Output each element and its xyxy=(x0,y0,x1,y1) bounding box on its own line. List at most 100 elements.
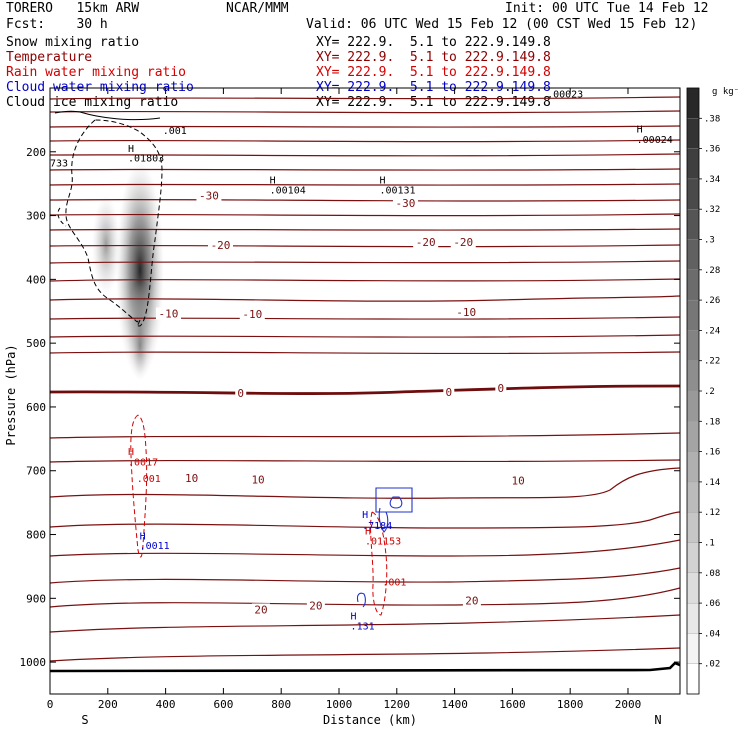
isotherm xyxy=(50,511,680,529)
temperature-label: 10 xyxy=(185,472,198,485)
maximum-label: .00024 xyxy=(637,135,673,146)
isotherm xyxy=(50,539,680,557)
temperature-label-bg xyxy=(413,236,439,249)
colorbar-swatch xyxy=(686,390,700,422)
colorbar-label: .16 xyxy=(704,448,720,458)
temperature-label-bg xyxy=(450,236,476,249)
maximum-label: H xyxy=(362,510,368,521)
valid-time: Valid: 06 UTC Wed 15 Feb 12 (00 CST Wed … xyxy=(306,17,698,32)
y-tick-label: 300 xyxy=(26,210,46,223)
temperature-label-bg xyxy=(155,307,181,320)
x-tick-label: 1000 xyxy=(326,698,353,711)
colorbar-swatch xyxy=(686,542,700,573)
south-end-label: S xyxy=(81,713,88,727)
isotherm xyxy=(50,467,680,499)
temperature-label: -20 xyxy=(416,236,436,249)
colorbar-label: .3 xyxy=(704,236,715,246)
maximum-label: .7184 xyxy=(362,521,392,532)
isotherm xyxy=(50,244,680,248)
isotherm-zero xyxy=(50,384,680,395)
y-tick-label: 800 xyxy=(26,529,46,542)
colorbar-swatch xyxy=(686,178,700,210)
temperature-label-bg xyxy=(453,306,479,319)
isotherm xyxy=(50,228,680,231)
colorbar-unit: g kg⁻¹ xyxy=(712,87,740,97)
colorbar: .02 .04 .06 .08 .1 .12 .14 .16 .18 .2 .22 .24 .26 .28… xyxy=(686,87,720,695)
colorbar-label: .22 xyxy=(704,357,720,367)
x-tick-label: 800 xyxy=(271,698,291,711)
temperature-label: -30 xyxy=(199,189,219,202)
y-tick-label: 700 xyxy=(26,465,46,478)
temperature-label: -10 xyxy=(159,307,179,320)
cloud-water-contour-box xyxy=(375,487,413,513)
colorbar-swatch xyxy=(686,572,700,604)
colorbar-label: .14 xyxy=(704,478,720,488)
maximum-label: 733 xyxy=(50,158,68,169)
isotherm xyxy=(50,316,680,320)
maximum-label: .001 xyxy=(382,578,406,589)
model-title: TORERO 15km ARW xyxy=(6,1,140,16)
cloud-water-contour-tail xyxy=(378,507,389,533)
snow-contour-upper xyxy=(65,119,141,323)
isotherm xyxy=(50,183,680,186)
maximum-label: .00131 xyxy=(379,185,415,196)
maximum-label: H xyxy=(351,611,357,622)
temperature-label-bg xyxy=(462,594,481,607)
isotherm xyxy=(50,647,680,662)
maximum-label: H xyxy=(140,532,146,543)
maximum-label: .01803 xyxy=(128,153,164,164)
temperature-label: 0 xyxy=(445,386,452,399)
y-tick-label: 500 xyxy=(26,337,46,350)
temperature-label-bg xyxy=(495,382,507,395)
temperature-label-bg xyxy=(306,599,325,612)
x-tick-label: 200 xyxy=(98,698,118,711)
legend-temperature-xy: XY= 222.9. 5.1 to 222.9.149.8 xyxy=(316,50,551,65)
isotherm xyxy=(50,587,680,608)
temperature-label-bg xyxy=(196,189,222,202)
maxima-labels: H.01803H.00104H.00131H.00024.001.0002373… xyxy=(50,90,673,633)
temperature-label: 20 xyxy=(465,595,478,608)
legend-temperature-label: Temperature xyxy=(6,50,93,65)
temperature-label: -20 xyxy=(453,236,473,249)
colorbar-label: .02 xyxy=(704,660,720,670)
plot-frame xyxy=(49,87,681,695)
temperature-label-bg xyxy=(182,472,201,485)
colorbar-label: .28 xyxy=(704,266,720,276)
colorbar-swatch xyxy=(686,421,700,452)
colorbar-swatch xyxy=(686,239,700,270)
colorbar-label: .32 xyxy=(704,205,720,215)
colorbar-swatch xyxy=(686,360,700,392)
isotherm xyxy=(50,295,680,302)
forecast-hour: Fcst: 30 h xyxy=(6,17,108,32)
x-tick-label: 1400 xyxy=(441,698,468,711)
cloud-water-contour-inner xyxy=(389,496,403,509)
temperature-label: 20 xyxy=(309,600,322,613)
x-tick-label: 0 xyxy=(47,698,54,711)
temperature-label-bg xyxy=(235,387,247,400)
colorbar-swatch xyxy=(686,663,700,695)
colorbar-swatch xyxy=(686,148,700,180)
snow-shade-lower xyxy=(132,315,148,375)
colorbar-label: .38 xyxy=(704,114,720,124)
x-tick-label: 400 xyxy=(156,698,176,711)
isotherm xyxy=(50,432,680,439)
colorbar-swatch xyxy=(686,209,700,240)
isotherm xyxy=(50,567,680,584)
isotherm xyxy=(50,614,680,633)
temperature-label-bg xyxy=(208,239,234,252)
x-tick-label: 1800 xyxy=(557,698,584,711)
colorbar-label: .1 xyxy=(704,539,715,549)
colorbar-label: .24 xyxy=(704,326,720,336)
y-tick-label: 600 xyxy=(26,401,46,414)
isotherm-lines xyxy=(50,96,680,673)
colorbar-swatch xyxy=(686,118,700,149)
temperature-label-bg xyxy=(251,603,270,616)
maximum-label: .00104 xyxy=(270,185,306,196)
isotherm xyxy=(50,96,680,100)
isotherm xyxy=(50,278,680,282)
colorbar-swatch xyxy=(686,269,700,301)
cloud-water-contour-lower xyxy=(356,592,366,608)
isotherm xyxy=(50,110,680,114)
x-tick-label: 1200 xyxy=(384,698,411,711)
